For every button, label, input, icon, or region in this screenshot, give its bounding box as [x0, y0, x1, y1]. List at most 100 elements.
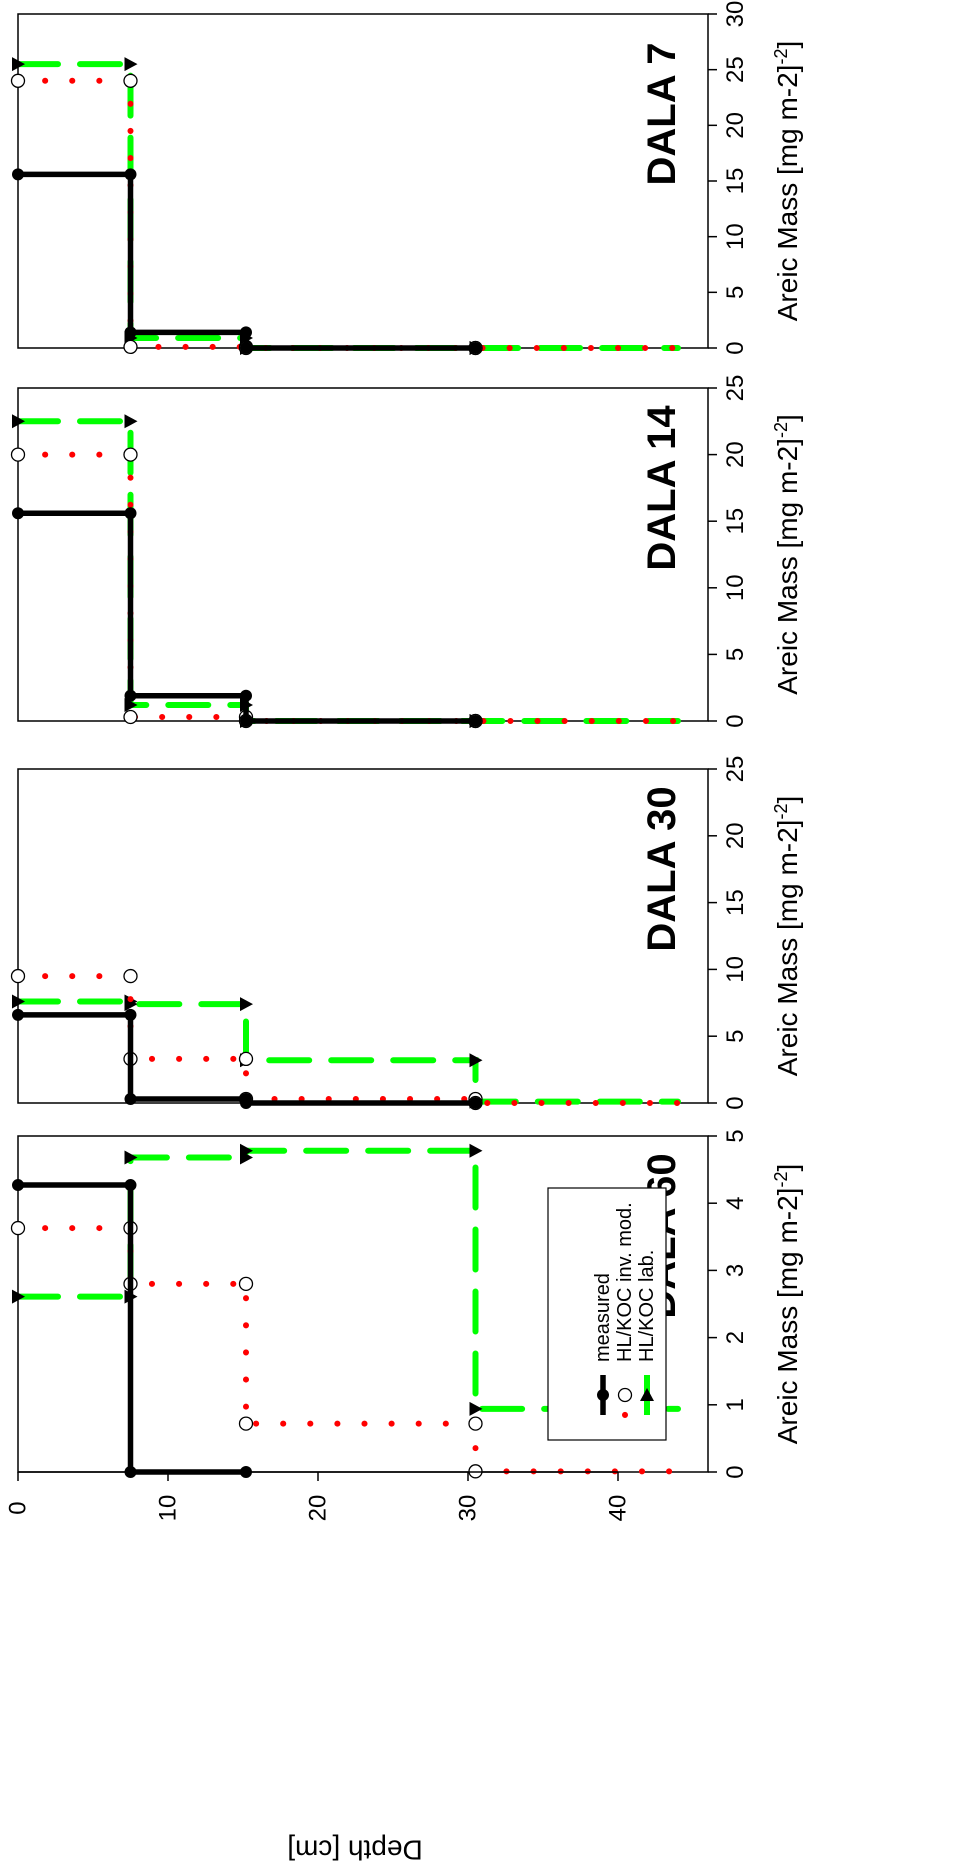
measured-point: [12, 168, 24, 181]
series-measured: [12, 1179, 252, 1478]
mass-axis-label-close: ]: [772, 1164, 803, 1172]
inv-point: [238, 1276, 254, 1291]
mass-tick-label: 10: [722, 574, 749, 601]
mass-tick-label: 10: [722, 223, 749, 250]
mass-tick-label: 20: [722, 441, 749, 468]
plot-frame: [17, 768, 709, 1104]
inv-point: [123, 709, 138, 725]
mass-tick-label: 10: [722, 956, 749, 983]
measured-point: [124, 168, 137, 181]
lab-point: [124, 1150, 138, 1165]
panel-title: DALA 7: [640, 43, 684, 186]
series-line-lab: [15, 998, 681, 1105]
series-line-inv: [15, 451, 681, 724]
measured-point: [240, 689, 252, 702]
measured-point: [124, 689, 137, 702]
series-lab: [12, 414, 681, 728]
measured-point: [124, 1092, 137, 1105]
mass-tick-label: 0: [722, 1465, 749, 1478]
mass-axis-label: Areic Mass [mg m-2]-2]: [771, 414, 803, 695]
series-lab: [12, 57, 681, 355]
measured-point: [469, 342, 482, 354]
inv-point: [123, 968, 138, 984]
measured-point: [12, 1008, 24, 1021]
lab-point: [240, 997, 253, 1012]
series-inv: [10, 73, 681, 356]
series-line-measured: [15, 510, 479, 724]
mass-tick-label: 15: [722, 889, 749, 916]
inv-point: [123, 73, 138, 88]
legend: measured HL/KOC inv. mod. HL/KOC lab.: [547, 1187, 667, 1441]
series-line-lab: [15, 61, 681, 351]
panel-2: 0 5 10 15 20 25 Areic Mass [mg m-2]-2] DALA 14: [10, 375, 803, 729]
depth-tick-label: 10: [155, 1495, 182, 1522]
mass-tick-label: 3: [722, 1264, 749, 1277]
series-line-measured: [15, 171, 479, 351]
series-line-lab: [15, 418, 681, 724]
mass-axis-label-close: ]: [772, 796, 803, 804]
depth-tick-label: 20: [305, 1495, 332, 1522]
mass-tick-label: 20: [722, 822, 749, 849]
mass-axis-label-exponent: -2: [771, 804, 791, 820]
lab-point: [240, 1143, 253, 1158]
lab-point: [124, 57, 138, 72]
mass-tick-label: 5: [722, 648, 749, 661]
inv-point: [10, 73, 26, 88]
series-line-inv: [15, 973, 681, 1106]
series-line-measured: [15, 1182, 249, 1475]
series-measured: [12, 1008, 482, 1109]
inv-point: [10, 1220, 26, 1236]
depth-tick-label: 0: [5, 1501, 32, 1514]
mass-tick-label: 0: [722, 341, 749, 354]
measured-point: [12, 1179, 24, 1192]
measured-point: [469, 1097, 482, 1109]
mass-tick-label: 25: [722, 56, 749, 83]
lab-point: [12, 57, 25, 72]
mass-axis-label-close: ]: [772, 41, 803, 49]
mass-tick-label: 4: [722, 1197, 749, 1210]
mass-axis-label-exponent: -2: [771, 1172, 791, 1188]
lab-point: [12, 994, 25, 1009]
mass-tick-label: 25: [722, 756, 749, 783]
measured-point: [124, 326, 137, 339]
mass-tick-label: 5: [722, 1129, 749, 1142]
measured-point: [469, 715, 482, 727]
mass-tick-label: 15: [722, 508, 749, 535]
mass-tick-label: 15: [722, 168, 749, 195]
series-measured: [12, 168, 482, 354]
lab-point: [469, 1143, 483, 1158]
mass-axis-label: Areic Mass [mg m-2]-2]: [771, 1164, 803, 1445]
lab-point: [124, 414, 138, 429]
inv-point: [468, 1416, 483, 1431]
legend-marker-lab: [640, 1388, 654, 1401]
mass-axis-label-exponent: -2: [771, 422, 791, 438]
depth-axis-label: Depth [cm]: [287, 1835, 422, 1866]
measured-point: [240, 342, 252, 354]
lab-point: [12, 1289, 25, 1304]
mass-axis-label-exponent: -2: [771, 49, 791, 65]
series-line-measured: [15, 1012, 479, 1106]
legend-label-lab: HL/KOC lab.: [636, 1250, 658, 1362]
mass-tick-label: 0: [722, 714, 749, 727]
legend-marker-measured: [597, 1389, 609, 1401]
inv-point: [123, 447, 138, 462]
measured-point: [240, 715, 252, 727]
series-line-inv: [15, 1225, 681, 1475]
inv-point: [123, 339, 138, 355]
series-line-inv: [15, 77, 681, 351]
measured-point: [124, 1008, 137, 1021]
series-inv: [10, 447, 681, 729]
measured-point: [12, 507, 24, 520]
mass-tick-label: 20: [722, 112, 749, 139]
inv-point: [10, 447, 26, 462]
mass-tick-label: 25: [722, 375, 749, 402]
panel-title: DALA 30: [640, 786, 684, 951]
depth-tick-label: 40: [605, 1495, 632, 1522]
legend-label-inv: HL/KOC inv. mod.: [614, 1202, 636, 1362]
measured-point: [124, 507, 137, 520]
measured-point: [240, 1097, 252, 1109]
panel-title: DALA 14: [640, 405, 684, 571]
